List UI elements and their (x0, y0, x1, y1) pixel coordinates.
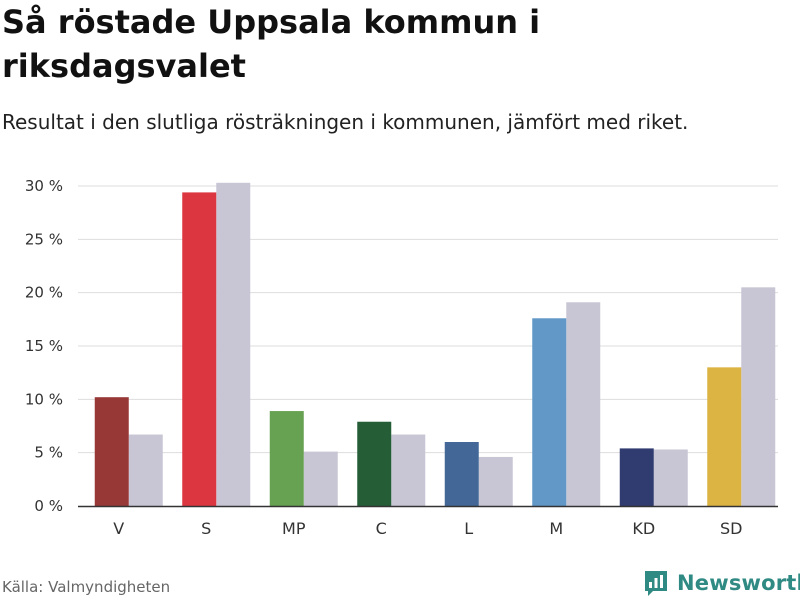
bar-uppsala-M (532, 318, 567, 506)
y-axis: 0 % 5 % 10 % 15 % 20 % 25 % 30 % (25, 177, 63, 515)
bar-riket-KD (653, 449, 688, 506)
bar-riket-V (128, 434, 163, 506)
x-tick-label-S: S (201, 519, 211, 538)
bar-uppsala-SD (707, 367, 742, 506)
brand-logo: Newsworthy (643, 568, 800, 598)
y-tick-label-5: 5 % (34, 444, 63, 462)
bar-uppsala-S (182, 192, 217, 506)
chart-title: Så röstade Uppsala kommun i riksdagsvale… (2, 3, 541, 85)
bar-riket-MP (303, 451, 338, 506)
bar-uppsala-KD (619, 448, 654, 506)
bar-riket-S (216, 182, 251, 507)
y-tick-label-30: 30 % (25, 177, 63, 195)
newsworthy-logo-icon (645, 571, 667, 596)
bars (94, 182, 776, 507)
x-tick-label-SD: SD (720, 519, 742, 538)
y-tick-label-20: 20 % (25, 284, 63, 302)
x-tick-label-M: M (549, 519, 563, 538)
bar-riket-M (566, 302, 601, 506)
y-tick-label-25: 25 % (25, 230, 63, 248)
bar-uppsala-L (444, 442, 479, 506)
bar-riket-L (478, 456, 513, 506)
bar-uppsala-MP (269, 411, 304, 506)
bar-uppsala-V (94, 397, 129, 506)
x-tick-label-V: V (113, 519, 124, 538)
x-tick-label-L: L (464, 519, 473, 538)
x-tick-label-C: C (376, 519, 387, 538)
brand-name: Newsworthy (677, 571, 800, 595)
chart-subtitle: Resultat i den slutliga rösträkningen i … (2, 110, 689, 134)
bar-riket-C (391, 434, 426, 506)
x-axis: V S MP C L M KD SD (78, 505, 778, 538)
y-tick-label-0: 0 % (34, 497, 63, 515)
y-tick-label-10: 10 % (25, 390, 63, 408)
x-tick-label-KD: KD (632, 519, 655, 538)
y-tick-label-15: 15 % (25, 337, 63, 355)
bar-uppsala-C (357, 421, 392, 506)
x-tick-label-MP: MP (282, 519, 306, 538)
bar-riket-SD (741, 287, 776, 506)
source-note: Källa: Valmyndigheten (2, 578, 171, 596)
